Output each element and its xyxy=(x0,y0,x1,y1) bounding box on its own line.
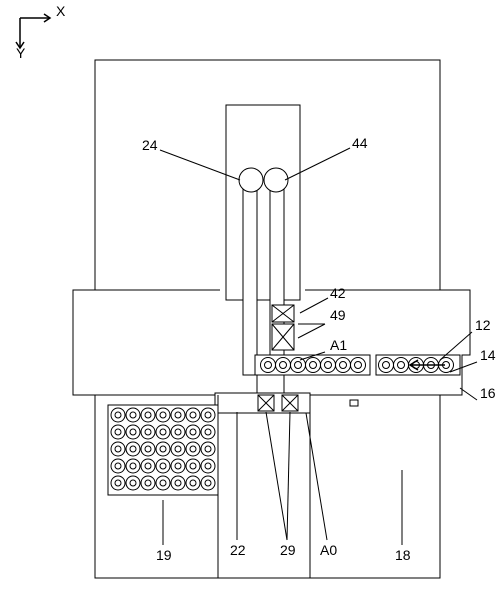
label-19: 19 xyxy=(156,547,172,563)
lower-slot xyxy=(215,393,310,413)
label-A0: A0 xyxy=(320,542,337,558)
top-roller-1 xyxy=(264,168,288,192)
label-42: 42 xyxy=(330,285,346,301)
axis-x-label: X xyxy=(56,3,66,19)
base-marker xyxy=(350,400,358,406)
label-14: 14 xyxy=(480,347,496,363)
label-44: 44 xyxy=(352,135,368,151)
axis-y-label: Y xyxy=(16,45,26,61)
label-A1: A1 xyxy=(330,337,347,353)
label-22: 22 xyxy=(230,542,246,558)
label-16: 16 xyxy=(480,385,496,401)
label-18: 18 xyxy=(395,547,411,563)
storage-array xyxy=(108,405,218,495)
label-29: 29 xyxy=(280,542,296,558)
top-roller-0 xyxy=(239,168,263,192)
label-12: 12 xyxy=(475,317,491,333)
label-24: 24 xyxy=(142,137,158,153)
label-49: 49 xyxy=(330,307,346,323)
